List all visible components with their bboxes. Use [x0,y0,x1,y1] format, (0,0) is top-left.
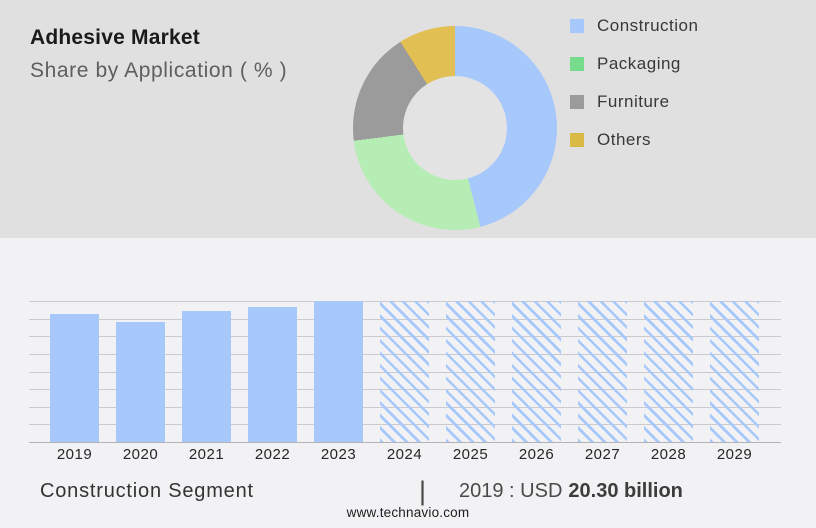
x-tick-label: 2021 [188,446,225,463]
legend-swatch-icon [570,133,584,147]
x-tick-label: 2026 [518,446,555,463]
legend-swatch-icon [570,19,584,33]
bar-2026-forecast [512,301,561,442]
bar-2024-forecast [380,301,429,442]
x-axis-line [29,442,781,443]
bar-2027-forecast [578,301,627,442]
bar-2020 [116,322,165,442]
x-tick-label: 2019 [56,446,93,463]
segment-value: 2019 : USD 20.30 billion [459,480,683,503]
bar-2023 [314,301,363,442]
legend-item-construction: Construction [570,16,698,36]
legend-label: Construction [597,16,699,35]
segment-value-amount: 20.30 billion [568,480,683,502]
x-tick-label: 2020 [122,446,159,463]
bar-2029-forecast [710,301,759,442]
bar-plot: 2019 2020 2021 2022 2023 2024 2025 2026 2027 2028… [29,301,781,463]
x-tick-label: 2029 [716,446,753,463]
footer-separator: | [419,476,427,506]
page-subtitle: Share by Application ( % ) [30,59,288,82]
segment-label: Construction Segment [40,480,254,502]
page-title: Adhesive Market [30,26,200,49]
legend-item-packaging: Packaging [570,54,698,74]
bar-2021 [182,310,231,442]
donut-hole [403,76,507,180]
x-tick-label: 2023 [320,446,357,463]
bar-2025-forecast [446,301,495,442]
x-tick-label: 2025 [452,446,489,463]
donut-legend: Construction Packaging Furniture Others [570,16,698,168]
x-tick-label: 2024 [386,446,423,463]
website-url: www.technavio.com [346,505,470,520]
x-tick-label: 2027 [584,446,621,463]
donut-chart [353,26,557,230]
legend-swatch-icon [570,95,584,109]
header-pane: Adhesive Market Share by Application ( %… [0,0,816,238]
bar-2022 [248,306,297,442]
legend-item-furniture: Furniture [570,92,698,112]
bar-2019 [50,313,99,442]
footer-row: Construction Segment | 2019 : USD 20.30 b… [0,476,816,510]
x-tick-label: 2028 [650,446,687,463]
segment-value-prefix: 2019 : USD [459,480,563,502]
legend-swatch-icon [570,57,584,71]
bar-chart-pane: 2019 2020 2021 2022 2023 2024 2025 2026 2027 2028… [0,238,816,528]
legend-label: Others [597,130,652,149]
legend-label: Packaging [597,54,681,73]
legend-label: Furniture [597,92,670,111]
x-tick-label: 2022 [254,446,291,463]
title-block: Adhesive Market Share by Application ( %… [30,26,287,83]
bar-2028-forecast [644,301,693,442]
legend-item-others: Others [570,130,698,150]
